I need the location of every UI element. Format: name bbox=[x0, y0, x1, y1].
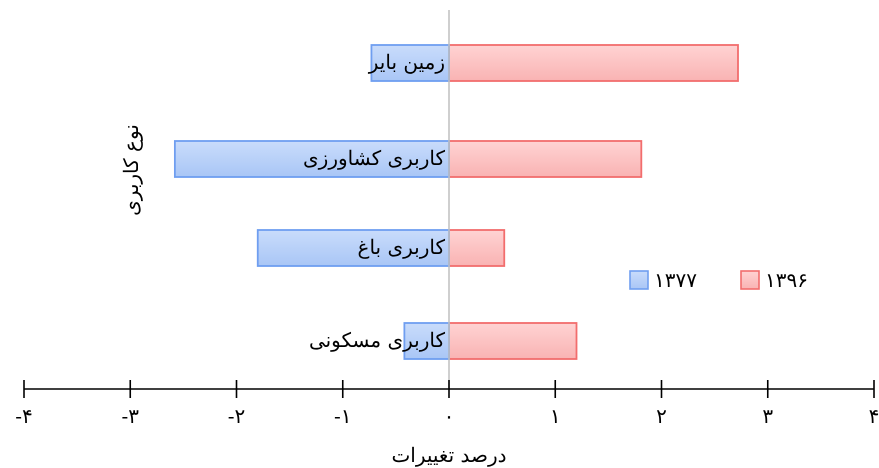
x-tick-label: ۲ bbox=[656, 404, 667, 428]
bar-1377-1 bbox=[370, 44, 450, 82]
bar-1377-2 bbox=[173, 140, 450, 178]
legend-swatch bbox=[740, 270, 760, 290]
y-axis-title: نوع کاربری bbox=[119, 124, 143, 216]
legend-swatch bbox=[629, 270, 649, 290]
x-axis: -۴ -۳ -۲ -۱ ۰ ۱ ۲ ۳ ۴ bbox=[15, 380, 879, 428]
category-label: کاربری کشاورزی bbox=[303, 146, 445, 170]
x-tick-label: -۴ bbox=[15, 404, 33, 428]
category-label: زمین بایر bbox=[368, 50, 445, 74]
category-labels: زمین بایر کاربری کشاورزی کاربری باغ کاربری … bbox=[303, 50, 445, 352]
bar-1377-3 bbox=[256, 229, 450, 267]
x-tick-label: -۱ bbox=[334, 404, 352, 428]
x-tick-label: -۲ bbox=[228, 404, 246, 428]
bar-1396-2 bbox=[448, 140, 643, 178]
legend: ۱۳۹۶ ۱۳۷۷ bbox=[629, 268, 808, 292]
legend-label: ۱۳۷۷ bbox=[654, 268, 697, 292]
x-tick-label: ۳ bbox=[762, 404, 773, 428]
x-tick-label: ۰ bbox=[444, 404, 455, 428]
x-tick-label: ۴ bbox=[869, 404, 879, 428]
bars-group bbox=[173, 44, 739, 360]
x-axis-title: درصد تغییرات bbox=[391, 443, 506, 467]
legend-label: ۱۳۹۶ bbox=[765, 268, 808, 292]
category-label: کاربری باغ bbox=[358, 235, 446, 259]
bar-1396-4 bbox=[448, 322, 578, 360]
x-tick-label: ۱ bbox=[550, 404, 561, 428]
bar-1396-1 bbox=[448, 44, 739, 82]
bar-1396-3 bbox=[448, 229, 506, 267]
x-tick-label: -۳ bbox=[122, 404, 140, 428]
category-label: کاربری مسکونی bbox=[309, 328, 446, 352]
